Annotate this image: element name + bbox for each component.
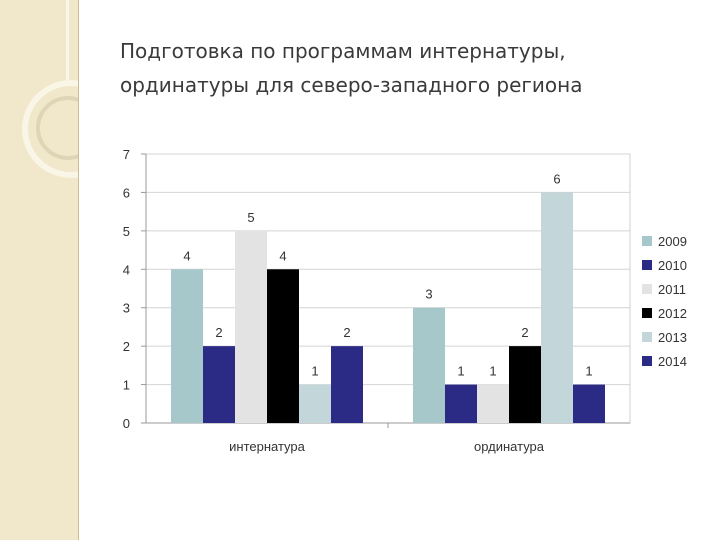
bar (203, 346, 235, 423)
x-category-label: ординатура (474, 439, 545, 454)
bar (299, 384, 331, 423)
bar-data-label: 4 (279, 248, 286, 263)
bar-data-label: 2 (343, 325, 350, 340)
y-tick-label: 4 (123, 262, 130, 277)
legend-label: 2013 (658, 330, 687, 345)
legend-label: 2011 (658, 282, 686, 297)
slide-title: Подготовка по программам интернатуры, ор… (120, 34, 680, 102)
bar (477, 384, 509, 423)
slide-title-line-2: ординатуры для северо-западного региона (120, 73, 583, 97)
x-category-label: интернатура (229, 439, 306, 454)
bar (235, 230, 267, 423)
slide-title-line-1: Подготовка по программам интернатуры, (120, 39, 566, 63)
bar (267, 269, 299, 423)
bar-data-label: 2 (215, 325, 222, 340)
legend-label: 2009 (658, 234, 687, 249)
legend-swatch (642, 236, 652, 246)
decorative-ring-inner (36, 96, 78, 160)
bar-data-label: 1 (311, 364, 318, 379)
bar-data-label: 5 (247, 210, 254, 225)
bar-data-label: 6 (553, 171, 560, 186)
bar-data-label: 4 (183, 248, 190, 263)
bar-data-label: 1 (489, 364, 496, 379)
y-tick-label: 2 (123, 339, 130, 354)
y-tick-label: 5 (123, 224, 130, 239)
bar (331, 346, 363, 423)
legend-swatch (642, 332, 652, 342)
y-tick-label: 1 (123, 378, 130, 393)
legend-swatch (642, 260, 652, 270)
legend-swatch (642, 284, 652, 294)
bar (171, 269, 203, 423)
y-tick-label: 6 (123, 185, 130, 200)
bar-data-label: 2 (521, 325, 528, 340)
bar-data-label: 3 (425, 287, 432, 302)
y-tick-label: 7 (123, 147, 130, 162)
decorative-side-panel (0, 0, 79, 540)
bar-data-label: 1 (457, 364, 464, 379)
legend-label: 2014 (658, 354, 687, 369)
bar (445, 384, 477, 423)
legend-swatch (642, 356, 652, 366)
bar-data-label: 1 (585, 364, 592, 379)
legend-label: 2012 (658, 306, 687, 321)
legend-swatch (642, 308, 652, 318)
bar (573, 384, 605, 423)
y-tick-label: 3 (123, 301, 130, 316)
legend-label: 2010 (658, 258, 687, 273)
bar (509, 346, 541, 423)
y-tick-label: 0 (123, 416, 130, 431)
bar (413, 307, 445, 423)
decorative-line (66, 0, 69, 80)
bar (541, 192, 573, 423)
